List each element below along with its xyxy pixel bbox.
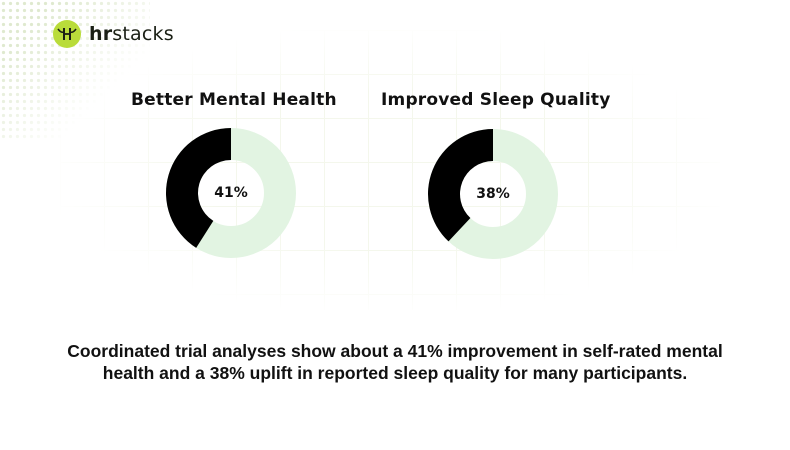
donut-center-label: 38% — [476, 186, 510, 202]
chart-title: Improved Sleep Quality — [381, 90, 611, 110]
donut-filled-segment — [166, 128, 231, 248]
donut-mental-health: 41% — [165, 127, 297, 259]
grid-background — [60, 30, 720, 310]
donut-sleep-quality: 38% — [427, 128, 559, 260]
donut-filled-segment — [428, 129, 493, 242]
brand-name: hrstacks — [89, 23, 174, 45]
hr-monogram-icon — [53, 20, 81, 48]
chart-title: Better Mental Health — [131, 90, 337, 110]
chart-mental-health: Better Mental Health — [131, 90, 337, 110]
brand-logo[interactable]: hrstacks — [53, 20, 174, 48]
chart-sleep-quality: Improved Sleep Quality — [381, 90, 610, 110]
donut-center-label: 41% — [214, 185, 248, 201]
caption-text: Coordinated trial analyses show about a … — [67, 341, 723, 383]
